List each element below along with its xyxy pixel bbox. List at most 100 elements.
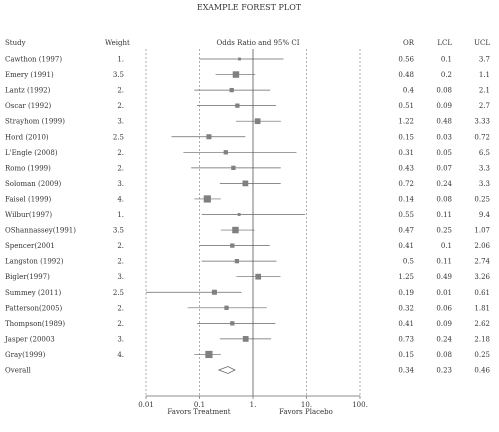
study-ucl: 2.06 [474,242,490,250]
study-name: Thompson(1989) [5,320,65,328]
effect-box [235,103,240,108]
study-or: 0.48 [398,71,414,79]
study-weight: 2. [117,242,124,250]
header-or: OR [403,39,415,47]
x-tick-label: 0.01 [138,401,154,409]
effect-box [229,87,234,93]
effect-box [238,57,241,61]
effect-box [234,259,240,264]
study-ucl: 2.62 [474,320,490,328]
study-or: 0.41 [398,242,414,250]
study-ucl: 0.25 [474,195,490,203]
study-name: L'Engle (2008) [5,149,58,157]
study-name: Hord (2010) [5,133,49,141]
effect-box [255,273,262,280]
study-weight: 2. [117,258,124,266]
study-weight: 2. [117,304,124,312]
study-ucl: 2.18 [474,335,490,343]
x-tick-label: 100. [352,401,368,409]
study-lcl: 0.09 [436,102,452,110]
study-or: 0.19 [398,289,414,297]
study-or: 0.43 [398,164,414,172]
study-weight: 4. [117,195,124,203]
study-weight: 2. [117,149,124,157]
study-lcl: 0.48 [436,118,452,126]
study-lcl: 0.08 [436,87,452,95]
overall-lcl: 0.23 [436,367,452,375]
study-or: 0.31 [398,149,414,157]
study-lcl: 0.1 [441,242,452,250]
effect-box [203,195,211,203]
study-weight: 3. [117,273,124,281]
study-ucl: 0.72 [474,133,490,141]
study-name: Romo (1999) [5,164,51,172]
effect-box [230,243,235,248]
study-name: Emery (1991) [5,71,54,79]
x-tick-label: 1. [250,401,257,409]
study-lcl: 0.05 [436,149,452,157]
study-or: 0.15 [398,133,414,141]
study-ucl: 1.81 [474,304,490,312]
header-study: Study [5,39,26,47]
study-lcl: 0.49 [436,273,452,281]
study-lcl: 0.06 [436,304,452,312]
study-weight: 3. [117,118,124,126]
effect-box [232,226,239,234]
study-lcl: 0.11 [436,258,452,266]
study-or: 0.15 [398,351,414,359]
study-name: Cawthon (1997) [5,56,62,64]
study-or: 0.56 [398,56,414,64]
study-name: Oscar (1992) [5,102,52,110]
study-lcl: 0.11 [436,211,452,219]
overall-or: 0.34 [398,367,414,375]
x-tick-label: 10. [301,401,312,409]
study-or: 0.5 [403,258,414,266]
study-name: Soloman (2009) [5,180,62,188]
effect-box [237,213,241,216]
overall-diamond [217,366,236,374]
study-ucl: 6.5 [479,149,490,157]
favors-treatment-label: Favors Treatment [167,408,230,416]
study-ucl: 3.3 [479,164,490,172]
study-weight: 1. [117,56,124,64]
study-rows: Cawthon (1997) 1. 0.56 0.1 3.7 Emery (1991) 3.… [4,56,491,375]
header-lcl: LCL [437,39,452,47]
study-ucl: 3.33 [474,118,490,126]
study-lcl: 0.08 [436,195,452,203]
study-or: 0.47 [398,227,414,235]
study-weight: 3. [117,180,124,188]
effect-box [231,165,236,170]
study-name: Patterson(2005) [5,304,63,312]
study-name: Jasper (20003 [4,335,55,343]
study-or: 0.73 [398,335,414,343]
study-ucl: 2.7 [479,102,490,110]
study-lcl: 0.08 [436,351,452,359]
study-weight: 3.5 [113,71,124,79]
study-ucl: 2.1 [479,87,490,95]
study-name: Langston (1992) [5,258,64,266]
study-name: Gray(1999) [5,351,46,359]
study-weight: 2. [117,87,124,95]
study-or: 1.25 [398,273,414,281]
effect-box [232,71,240,78]
study-lcl: 0.03 [436,133,452,141]
study-or: 0.4 [403,87,415,95]
study-ucl: 3.26 [474,273,490,281]
study-ucl: 0.25 [474,351,490,359]
study-ucl: 0.61 [474,289,490,297]
study-ucl: 3.3 [479,180,490,188]
favors-placebo-label: Favors Placebo [279,408,333,416]
study-or: 0.32 [398,304,414,312]
study-lcl: 0.24 [436,180,452,188]
effect-box [205,350,213,359]
study-or: 0.51 [398,102,414,110]
study-name: Faisel (1999) [5,195,52,203]
x-tick-label: 0.1 [194,401,205,409]
study-ucl: 2.74 [474,258,490,266]
study-weight: 4. [117,351,124,359]
study-name: OShannassey(1991) [5,227,76,235]
study-or: 0.14 [398,195,414,203]
study-or: 1.22 [398,118,414,126]
study-lcl: 0.2 [441,71,452,79]
study-weight: 2. [117,164,124,172]
